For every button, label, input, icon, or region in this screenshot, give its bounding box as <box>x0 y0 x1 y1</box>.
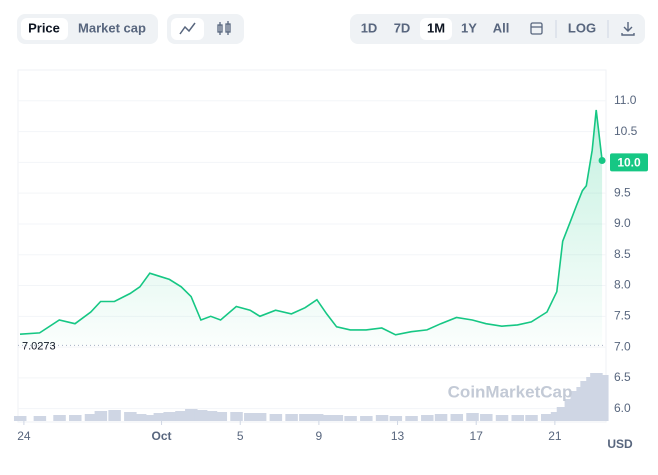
volume-bar <box>153 413 167 421</box>
volume-bar <box>33 416 47 421</box>
volume-bar <box>310 414 324 421</box>
volume-bar <box>344 416 357 421</box>
volume-bar <box>84 414 98 421</box>
volume-bar <box>204 411 218 421</box>
volume-bar <box>214 412 228 421</box>
volume-bar <box>143 415 157 421</box>
download-icon[interactable] <box>621 22 635 36</box>
volume-bar <box>360 416 373 421</box>
tab-market-cap[interactable]: Market cap <box>78 20 146 35</box>
y-tick-label: 9.5 <box>614 185 631 199</box>
range-1d[interactable]: 1D <box>361 20 378 35</box>
candle-icon[interactable] <box>217 21 231 35</box>
x-tick-label: 21 <box>548 429 562 443</box>
y-tick-label: 7.0 <box>614 339 631 353</box>
volume-bar <box>495 415 509 421</box>
plot-frame <box>17 69 607 423</box>
current-price-label: 10.0 <box>617 156 641 170</box>
y-tick-label: 9.0 <box>614 216 631 230</box>
volume-bar <box>230 412 243 421</box>
range-1y[interactable]: 1Y <box>461 20 477 35</box>
x-tick-label: 17 <box>470 429 484 443</box>
volume-bar <box>124 412 137 421</box>
volume-bar <box>108 410 121 421</box>
calendar-icon[interactable] <box>530 22 543 35</box>
y-tick-label: 8.0 <box>614 278 631 292</box>
price-line <box>19 109 603 336</box>
volume-bar <box>53 415 66 421</box>
currency-label: USD <box>607 437 633 451</box>
volume-bar <box>185 409 198 421</box>
volume-bar <box>194 410 208 421</box>
volume-bar <box>163 412 176 421</box>
volume-bar <box>253 413 267 421</box>
volume-bar <box>480 414 493 421</box>
volume-bar <box>596 375 609 421</box>
volume-bar <box>244 413 257 421</box>
range-all[interactable]: All <box>493 20 510 35</box>
y-tick-label: 6.0 <box>614 401 631 415</box>
range-1m[interactable]: 1M <box>427 20 445 35</box>
volume-bar <box>405 416 418 421</box>
x-tick-label: 13 <box>391 429 405 443</box>
volume-bar <box>94 411 108 421</box>
x-tick-label: 9 <box>316 429 323 443</box>
volume-bar <box>466 413 479 421</box>
last-point <box>598 157 606 165</box>
volume-bar <box>69 415 82 421</box>
y-tick-label: 7.5 <box>614 308 631 322</box>
log-toggle[interactable]: LOG <box>568 20 596 35</box>
volume-bar <box>511 415 525 421</box>
y-tick-label: 6.5 <box>614 370 631 384</box>
tab-price[interactable]: Price <box>28 20 60 35</box>
volume-bar <box>434 414 448 421</box>
volume-bar <box>450 414 464 421</box>
range-7d[interactable]: 7D <box>394 20 411 35</box>
x-tick-label: Oct <box>152 429 172 443</box>
y-tick-label: 8.5 <box>614 247 631 261</box>
line-icon <box>179 22 196 35</box>
volume-bar <box>13 416 27 421</box>
watermark: CoinMarketCap <box>448 382 573 401</box>
selected-range <box>420 18 452 40</box>
volume-bar <box>330 415 344 421</box>
volume-bar <box>175 411 188 421</box>
y-tick-label: 10.5 <box>614 124 638 138</box>
volume-bar <box>389 416 403 421</box>
volume-bar <box>421 415 434 421</box>
volume-bar <box>525 415 538 421</box>
x-tick-label: 5 <box>237 429 244 443</box>
volume-bar <box>133 414 147 421</box>
selected-tab <box>21 18 68 40</box>
current-price-badge <box>610 153 648 172</box>
volume-bar <box>541 414 554 421</box>
price-area <box>19 110 603 346</box>
volume-bar <box>375 415 389 421</box>
volume-bar <box>320 415 334 421</box>
volume-bar <box>269 414 283 421</box>
plot: 6.0 6.5 7.0 7.5 8.0 8.5 9.0 9.5 10.0 10.5 11.0 24 Oc… <box>13 93 648 443</box>
y-tick-label: 11.0 <box>614 93 637 107</box>
x-tick-label: 24 <box>17 429 31 443</box>
volume-bar <box>285 414 298 421</box>
volume-bar <box>299 414 312 421</box>
